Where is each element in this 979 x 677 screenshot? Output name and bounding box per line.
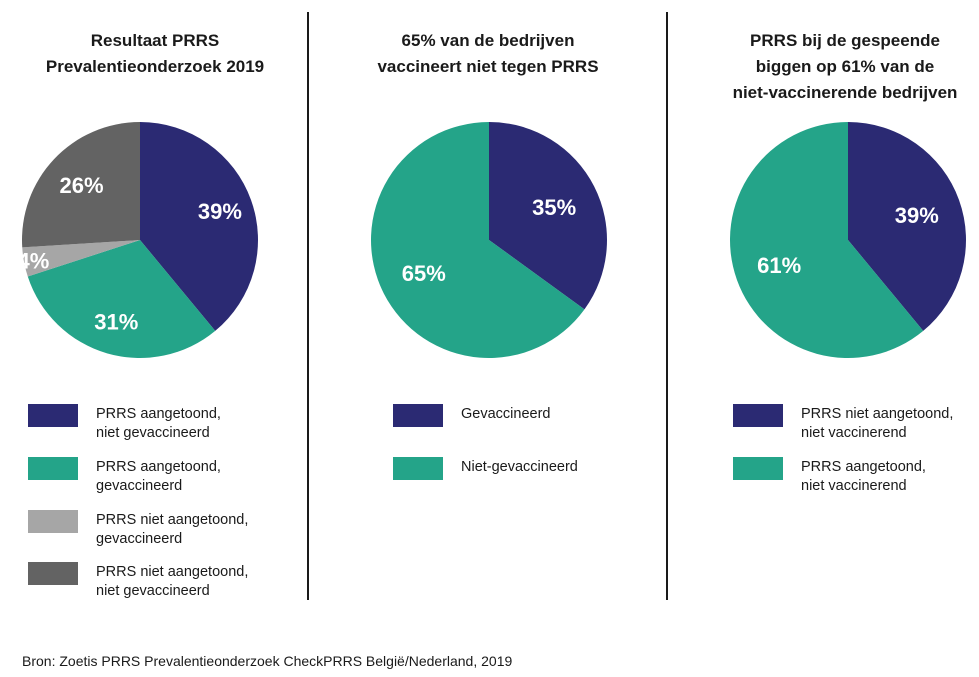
pie-slice <box>22 240 140 277</box>
legend-label: PRRS aangetoond, niet gevaccineerd <box>96 406 221 441</box>
pie-chart: 35% 65% <box>370 122 607 358</box>
legend-label: PRRS aangetoond, gevaccineerd <box>96 459 221 494</box>
slice-label: 26% <box>59 173 103 198</box>
slice-label: 31% <box>94 310 138 335</box>
legend-label: PRRS niet aangetoond, niet gevaccineerd <box>96 564 249 599</box>
legend-item: PRRS aangetoond, gevaccineerd <box>28 457 221 496</box>
legend-label: Niet-gevaccineerd <box>461 459 578 475</box>
legend-item: Niet-gevaccineerd <box>393 457 578 480</box>
pie-chart: 39% 31% 4% 26% <box>17 122 259 358</box>
pie-slice <box>370 122 585 358</box>
legend-item: PRRS aangetoond, niet gevaccineerd <box>28 404 221 443</box>
legend-swatch <box>28 457 78 480</box>
pie-slice <box>730 122 924 358</box>
chart-panel-3: PRRS bij de gespeende biggen op 61% van … <box>690 0 979 610</box>
legend-item: PRRS niet aangetoond, niet vaccinerend <box>733 404 953 443</box>
divider <box>666 12 668 600</box>
chart-panel-2: 65% van de bedrijven vaccineert niet teg… <box>333 0 643 610</box>
legend-label: PRRS niet aangetoond, gevaccineerd <box>96 512 249 547</box>
legend-item: PRRS niet aangetoond, niet gevaccineerd <box>28 562 248 601</box>
pie-slice <box>27 240 216 358</box>
legend-swatch <box>28 404 78 427</box>
source-note: Bron: Zoetis PRRS Prevalentieonderzoek C… <box>22 653 513 669</box>
slice-label: 4% <box>17 248 49 273</box>
chart-title: Resultaat PRRS Prevalentieonderzoek 2019 <box>45 31 265 76</box>
legend-swatch <box>393 404 443 427</box>
legend-item: PRRS aangetoond, niet vaccinerend <box>733 457 926 496</box>
legend-item: Gevaccineerd <box>393 404 550 427</box>
pie-slice <box>848 122 966 331</box>
legend-label: PRRS aangetoond, niet vaccinerend <box>801 459 926 494</box>
slice-label: 65% <box>402 261 446 286</box>
slice-label: 61% <box>757 253 801 278</box>
legend-item: PRRS niet aangetoond, gevaccineerd <box>28 510 248 549</box>
legend-swatch <box>733 457 783 480</box>
slice-label: 39% <box>198 199 242 224</box>
legend-label: Gevaccineerd <box>461 406 551 422</box>
legend-label: PRRS niet aangetoond, niet vaccinerend <box>801 406 954 441</box>
legend-swatch <box>28 562 78 585</box>
slice-label: 39% <box>895 203 939 228</box>
divider <box>307 12 309 600</box>
slice-label: 35% <box>532 195 576 220</box>
pie-slice <box>21 122 140 248</box>
legend-swatch <box>733 404 783 427</box>
chart-title: PRRS bij de gespeende biggen op 61% van … <box>732 31 958 102</box>
legend-swatch <box>393 457 443 480</box>
pie-slice <box>489 122 607 310</box>
legend-swatch <box>28 510 78 533</box>
pie-chart: 39% 61% <box>730 122 966 358</box>
pie-slice <box>140 122 259 331</box>
chart-panel-1: Resultaat PRRS Prevalentieonderzoek 2019… <box>0 0 310 610</box>
chart-title: 65% van de bedrijven vaccineert niet teg… <box>377 31 599 76</box>
